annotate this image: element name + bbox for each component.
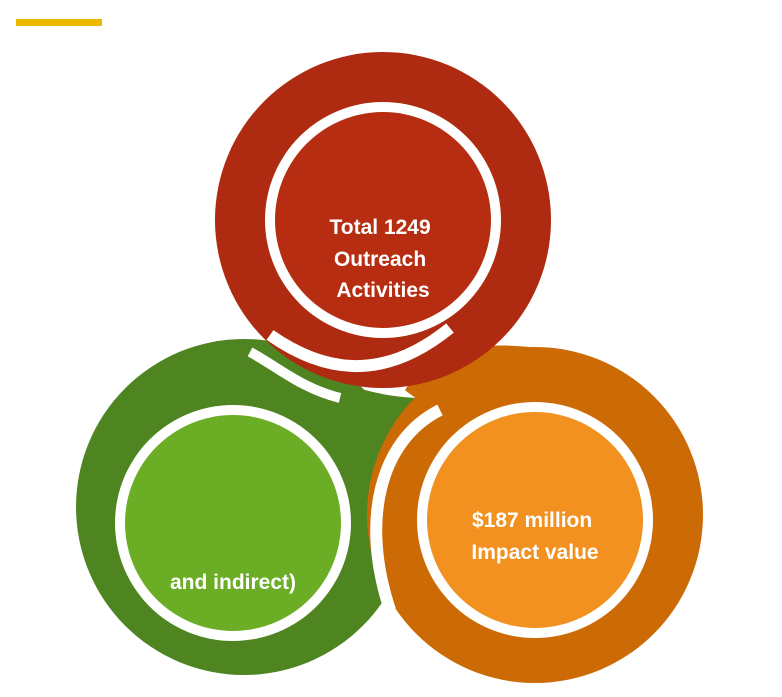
green-ring-tail	[232, 350, 440, 520]
top-line-1: Total 1249	[330, 216, 431, 239]
top-line-2: Outreach	[334, 248, 426, 271]
green-inner-circle	[125, 415, 341, 631]
right-circle-text: $187 million Impact value	[471, 509, 598, 564]
separator-red-orange	[266, 323, 454, 373]
top-circle-text: Total 1249 Outreach Activities	[330, 216, 437, 302]
right-line-1: $187 million	[472, 509, 592, 532]
left-line-2: and indirect)	[170, 571, 296, 594]
orange-inner-circle	[427, 412, 643, 628]
right-line-2: Impact value	[471, 541, 598, 564]
top-line-3: Activities	[336, 279, 429, 302]
left-circle-text: and indirect)	[170, 571, 296, 594]
separator-green-orange	[370, 404, 443, 612]
separator-green-top	[247, 347, 342, 403]
red-inner-circle	[275, 112, 491, 328]
accent-bar	[16, 19, 102, 26]
